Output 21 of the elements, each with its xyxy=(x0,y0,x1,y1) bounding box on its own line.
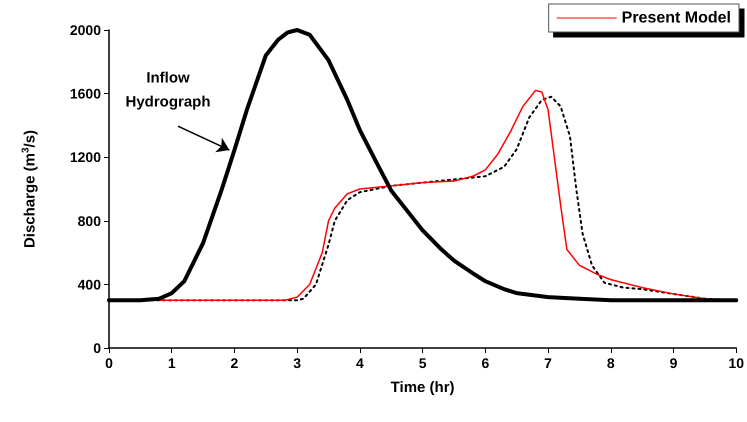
x-tick-label: 6 xyxy=(481,355,490,371)
x-tick-label: 10 xyxy=(728,355,744,371)
x-tick-label: 3 xyxy=(293,355,302,371)
y-tick-label: 1600 xyxy=(70,86,102,102)
y-tick-label: 0 xyxy=(93,340,102,356)
x-tick-label: 9 xyxy=(670,355,678,371)
y-tick-label: 2000 xyxy=(70,22,102,38)
x-tick-label: 0 xyxy=(105,355,114,371)
x-tick-label: 1 xyxy=(168,355,176,371)
annotation: Inflow Hydrograph xyxy=(125,70,211,110)
x-tick-label: 4 xyxy=(356,355,364,371)
x-tick-label: 8 xyxy=(606,355,615,371)
x-tick-label: 7 xyxy=(544,355,552,371)
y-axis-title: Discharge (m3/s) xyxy=(20,130,38,248)
y-tick-label: 800 xyxy=(78,212,102,229)
y-tick-label: 400 xyxy=(78,276,102,292)
x-tick-label: 2 xyxy=(230,355,239,371)
y-tick-label: 1200 xyxy=(70,149,102,166)
x-axis-title: Time (hr) xyxy=(390,379,455,396)
legend-label: Present Model xyxy=(622,10,731,26)
x-tick-label: 5 xyxy=(418,355,427,371)
